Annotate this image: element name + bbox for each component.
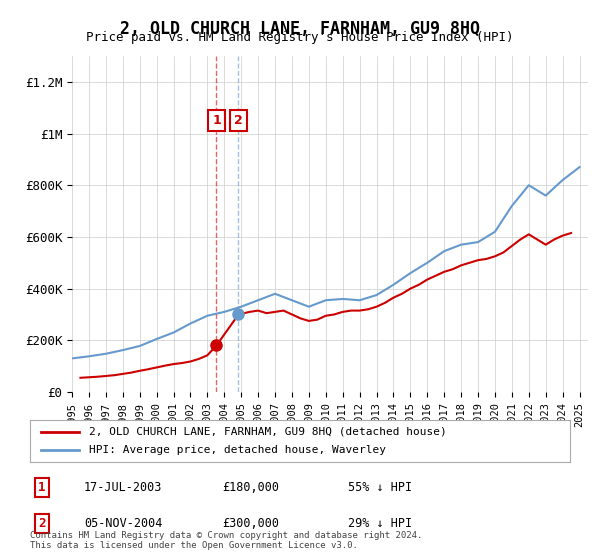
Text: 2, OLD CHURCH LANE, FARNHAM, GU9 8HQ (detached house): 2, OLD CHURCH LANE, FARNHAM, GU9 8HQ (de…: [89, 427, 447, 437]
Text: £300,000: £300,000: [222, 517, 279, 530]
Text: HPI: Average price, detached house, Waverley: HPI: Average price, detached house, Wave…: [89, 445, 386, 455]
Text: 17-JUL-2003: 17-JUL-2003: [84, 480, 163, 494]
Text: 2, OLD CHURCH LANE, FARNHAM, GU9 8HQ: 2, OLD CHURCH LANE, FARNHAM, GU9 8HQ: [120, 20, 480, 38]
Text: 2: 2: [234, 114, 243, 127]
Text: 55% ↓ HPI: 55% ↓ HPI: [348, 480, 412, 494]
Text: 2: 2: [38, 517, 46, 530]
Text: 1: 1: [38, 480, 46, 494]
Text: 29% ↓ HPI: 29% ↓ HPI: [348, 517, 412, 530]
Text: 05-NOV-2004: 05-NOV-2004: [84, 517, 163, 530]
Text: £180,000: £180,000: [222, 480, 279, 494]
Text: Price paid vs. HM Land Registry's House Price Index (HPI): Price paid vs. HM Land Registry's House …: [86, 31, 514, 44]
Text: Contains HM Land Registry data © Crown copyright and database right 2024.
This d: Contains HM Land Registry data © Crown c…: [30, 530, 422, 550]
Text: 1: 1: [212, 114, 221, 127]
